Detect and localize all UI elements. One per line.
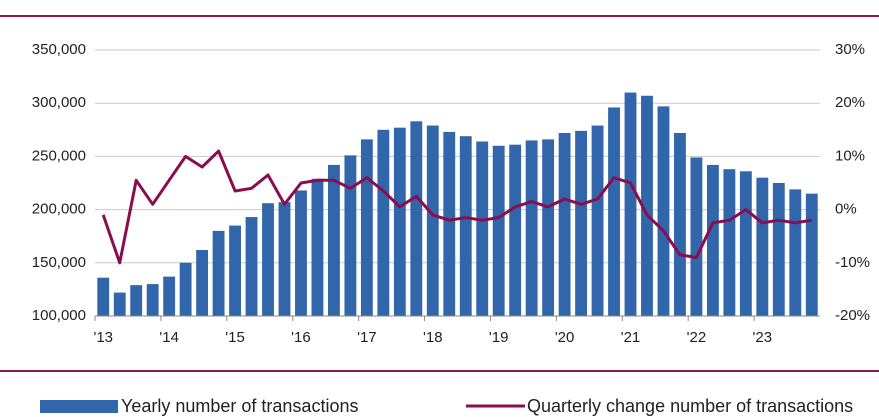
y2-tick-label: 20%	[835, 94, 865, 111]
y-tick-label: 350,000	[32, 41, 86, 58]
bar	[295, 190, 307, 316]
bar	[443, 131, 456, 316]
bar	[772, 183, 785, 316]
bar	[410, 121, 423, 317]
x-tick-label: '23	[753, 329, 773, 346]
bar	[591, 125, 604, 316]
x-tick-label: '18	[423, 329, 443, 346]
bar	[262, 203, 274, 316]
y-tick-label: 300,000	[32, 94, 86, 111]
bar	[229, 225, 241, 316]
y2-tick-label: 30%	[835, 41, 865, 58]
bar	[360, 139, 373, 316]
legend-label: Yearly number of transactions	[121, 396, 358, 416]
bar	[476, 141, 489, 316]
bar	[97, 277, 110, 316]
x-tick-label: '20	[555, 329, 575, 346]
y-tick-label: 100,000	[32, 307, 86, 324]
bar	[723, 169, 736, 316]
y2-tick-label: -10%	[835, 254, 870, 271]
x-tick-label: '16	[291, 329, 311, 346]
bar	[212, 230, 225, 316]
x-tick-label: '14	[159, 329, 179, 346]
bar	[558, 132, 571, 316]
bar	[327, 164, 340, 316]
bar	[509, 144, 522, 316]
bar	[377, 129, 390, 316]
bar	[542, 139, 555, 316]
bar	[641, 95, 653, 316]
bar	[789, 189, 802, 316]
y-tick-label: 250,000	[32, 147, 86, 164]
legend-swatch	[40, 400, 118, 413]
bar	[657, 106, 670, 316]
bar	[492, 145, 505, 316]
line	[101, 149, 813, 265]
y-tick-label: 200,000	[32, 201, 86, 218]
y2-tick-label: -20%	[835, 307, 870, 324]
bar	[525, 140, 538, 316]
y2-tick-label: 10%	[835, 147, 865, 164]
bar	[459, 136, 472, 316]
bar	[278, 202, 291, 316]
bar	[113, 292, 126, 316]
x-tick-label: '19	[489, 329, 509, 346]
x-tick-label: '17	[357, 329, 377, 346]
x-tick-label: '13	[93, 329, 113, 346]
x-tick-label: '21	[621, 329, 641, 346]
bar	[624, 92, 637, 316]
legend-label: Quarterly change number of transactions	[527, 396, 853, 416]
bar	[146, 284, 159, 316]
bar	[756, 177, 769, 316]
bar	[706, 164, 719, 316]
bar	[608, 107, 620, 317]
bar	[179, 262, 192, 316]
bar	[344, 155, 357, 316]
bar	[426, 125, 439, 316]
bar	[674, 132, 686, 316]
y2-tick-label: 0%	[835, 201, 857, 218]
bar	[575, 130, 588, 316]
bar	[393, 127, 406, 316]
bar	[196, 250, 209, 316]
bar	[805, 193, 818, 316]
y-tick-label: 150,000	[32, 254, 86, 271]
bar	[690, 157, 703, 316]
bar	[130, 285, 143, 316]
x-tick-label: '22	[687, 329, 707, 346]
bar	[163, 276, 176, 316]
x-tick-label: '15	[225, 329, 245, 346]
bar	[739, 171, 752, 316]
bar	[245, 217, 258, 316]
bar	[311, 178, 324, 316]
